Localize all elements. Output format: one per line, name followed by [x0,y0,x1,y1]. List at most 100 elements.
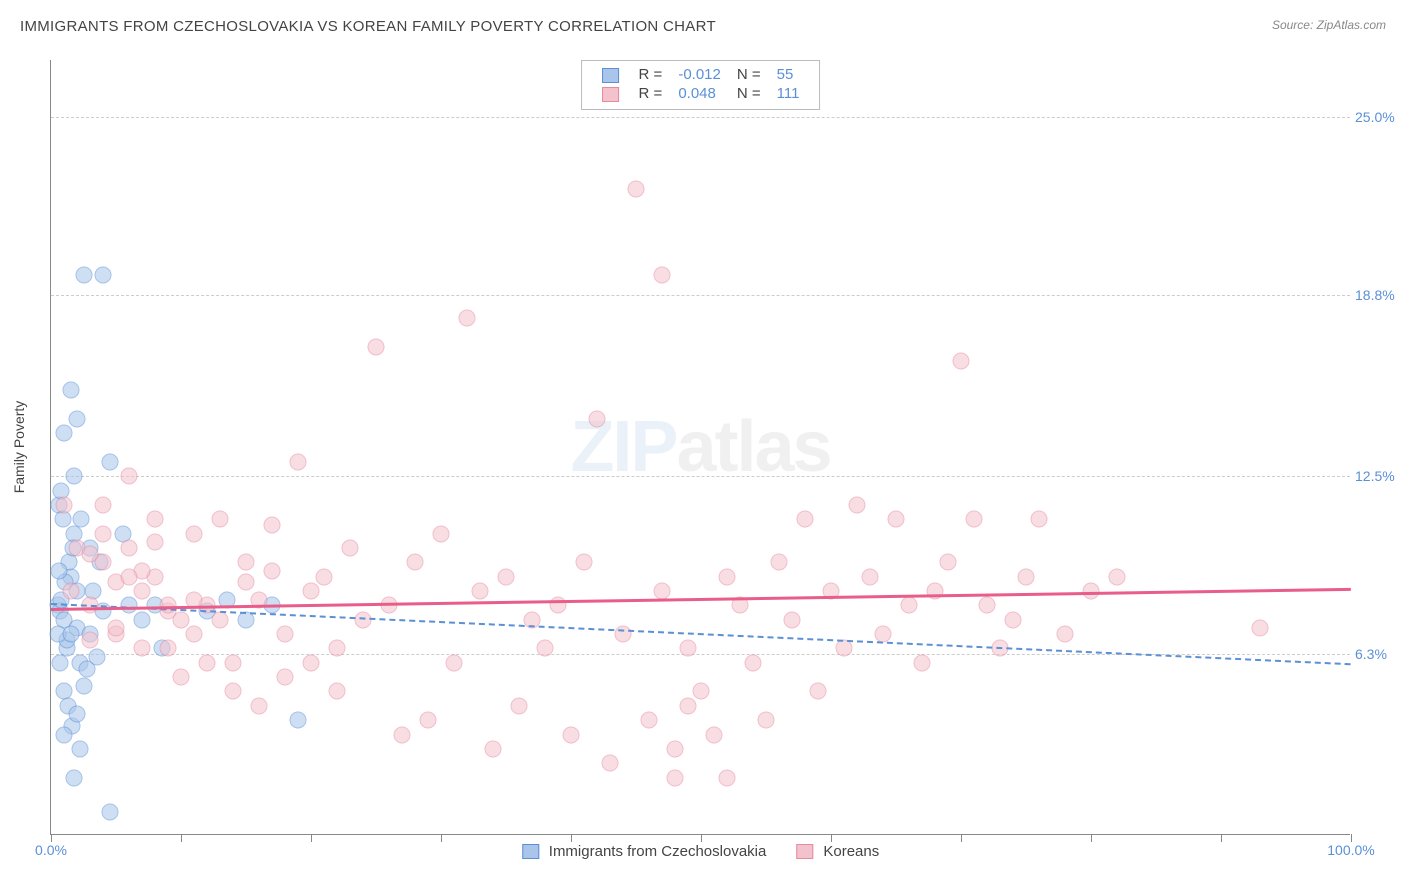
r-value-series1: -0.012 [670,65,729,84]
data-point [849,496,866,513]
data-point [62,382,79,399]
x-tick [441,834,442,842]
data-point [264,517,281,534]
data-point [693,683,710,700]
data-point [212,611,229,628]
data-point [537,640,554,657]
n-value-series2: 111 [769,84,808,103]
data-point [134,611,151,628]
x-tick [51,834,52,842]
data-point [1252,620,1269,637]
data-point [173,669,190,686]
data-point [667,769,684,786]
header: IMMIGRANTS FROM CZECHOSLOVAKIA VS KOREAN… [0,0,1406,43]
data-point [303,654,320,671]
n-value-series1: 55 [769,65,808,84]
scatter-chart: ZIPatlas Family Poverty R = -0.012 N = 5… [50,60,1350,835]
data-point [745,654,762,671]
data-point [719,568,736,585]
data-point [303,583,320,600]
data-point [576,554,593,571]
x-tick [1351,834,1352,842]
stat-table: R = -0.012 N = 55 R = 0.048 N = 111 [594,65,808,103]
data-point [901,597,918,614]
data-point [446,654,463,671]
data-point [69,410,86,427]
data-point [88,649,105,666]
stat-row-series2: R = 0.048 N = 111 [594,84,808,103]
data-point [784,611,801,628]
data-point [52,654,69,671]
data-point [862,568,879,585]
data-point [147,511,164,528]
data-point [628,181,645,198]
data-point [394,726,411,743]
data-point [134,640,151,657]
data-point [75,677,92,694]
data-point [680,697,697,714]
data-point [225,654,242,671]
x-tick [181,834,182,842]
data-point [1018,568,1035,585]
legend-item-series2: Koreans [796,843,879,860]
data-point [758,712,775,729]
data-point [50,562,67,579]
data-point [121,539,138,556]
x-tick [961,834,962,842]
data-point [966,511,983,528]
data-point [121,468,138,485]
data-point [186,626,203,643]
data-point [66,769,83,786]
swatch-series2 [602,87,619,102]
data-point [563,726,580,743]
data-point [810,683,827,700]
data-point [160,640,177,657]
x-tick [311,834,312,842]
x-tick [831,834,832,842]
data-point [1057,626,1074,643]
gridline [51,295,1350,296]
data-point [121,568,138,585]
data-point [101,804,118,821]
data-point [511,697,528,714]
data-point [641,712,658,729]
trend-line [51,588,1351,611]
data-point [342,539,359,556]
source-label: Source: ZipAtlas.com [1272,18,1386,32]
data-point [407,554,424,571]
data-point [56,425,73,442]
data-point [979,597,996,614]
x-min-label: 0.0% [35,842,67,858]
x-max-label: 100.0% [1327,842,1374,858]
data-point [95,525,112,542]
stat-row-series1: R = -0.012 N = 55 [594,65,808,84]
data-point [875,626,892,643]
data-point [186,525,203,542]
data-point [615,626,632,643]
data-point [1031,511,1048,528]
bottom-legend: Immigrants from Czechoslovakia Koreans [522,843,879,860]
data-point [66,468,83,485]
data-point [680,640,697,657]
data-point [75,267,92,284]
data-point [238,554,255,571]
data-point [62,626,79,643]
data-point [940,554,957,571]
data-point [667,740,684,757]
data-point [62,583,79,600]
data-point [433,525,450,542]
data-point [797,511,814,528]
gridline [51,476,1350,477]
data-point [238,574,255,591]
data-point [277,626,294,643]
r-label: R = [639,85,663,102]
n-label: N = [737,85,761,102]
x-tick [1221,834,1222,842]
data-point [888,511,905,528]
data-point [69,706,86,723]
trend-line [51,603,1351,665]
data-point [95,267,112,284]
data-point [654,583,671,600]
swatch-series2-bottom [796,844,813,859]
y-tick-label: 12.5% [1355,468,1405,484]
